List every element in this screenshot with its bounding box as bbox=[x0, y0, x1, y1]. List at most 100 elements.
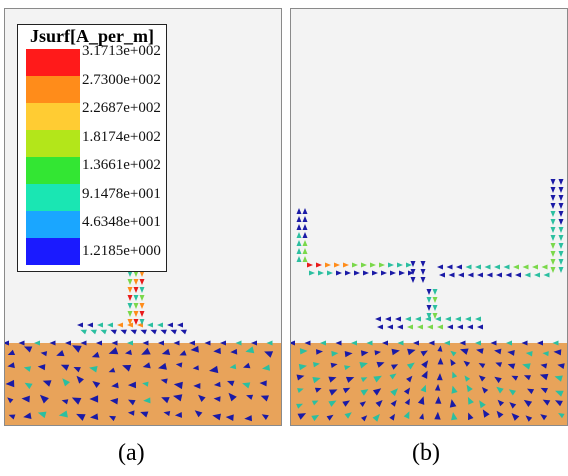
current-arrow bbox=[77, 322, 83, 328]
current-arrow bbox=[143, 397, 151, 404]
legend-color-bar bbox=[26, 49, 80, 265]
current-arrow bbox=[296, 374, 305, 381]
current-arrow bbox=[174, 412, 182, 418]
current-arrow bbox=[550, 179, 556, 185]
current-arrow bbox=[372, 413, 380, 422]
current-arrow bbox=[147, 322, 153, 328]
current-arrow bbox=[452, 371, 458, 379]
current-arrow bbox=[71, 397, 82, 405]
current-arrow bbox=[550, 211, 556, 217]
current-arrow bbox=[58, 410, 68, 418]
current-arrow bbox=[420, 350, 428, 357]
current-arrow bbox=[465, 316, 471, 322]
current-arrow bbox=[96, 340, 102, 346]
current-arrow bbox=[161, 348, 171, 355]
current-arrow bbox=[343, 262, 349, 268]
legend-swatch bbox=[26, 130, 80, 157]
current-arrow bbox=[525, 351, 533, 357]
current-field-plot-b bbox=[291, 179, 567, 425]
current-arrow bbox=[314, 387, 322, 393]
current-arrow bbox=[515, 272, 521, 278]
current-arrow bbox=[375, 316, 381, 322]
current-arrow bbox=[558, 211, 564, 217]
current-arrow bbox=[413, 340, 419, 346]
current-arrow bbox=[311, 400, 319, 406]
current-arrow bbox=[261, 414, 269, 420]
current-arrow bbox=[212, 413, 221, 421]
current-arrow bbox=[521, 340, 528, 346]
current-arrow bbox=[437, 264, 443, 270]
current-arrow bbox=[558, 243, 564, 249]
current-arrow bbox=[335, 340, 342, 346]
current-arrow bbox=[179, 350, 187, 356]
legend-tick-label: 1.2185e+000 bbox=[82, 242, 161, 259]
current-arrow bbox=[80, 340, 87, 346]
panel-b bbox=[290, 8, 568, 426]
current-arrow bbox=[405, 316, 411, 322]
current-arrow bbox=[127, 319, 133, 325]
current-arrow bbox=[464, 375, 471, 382]
current-arrow bbox=[228, 392, 237, 402]
current-arrow bbox=[408, 270, 414, 276]
current-arrow bbox=[558, 259, 564, 265]
current-arrow bbox=[467, 396, 474, 405]
current-arrow bbox=[391, 348, 400, 356]
current-arrow bbox=[320, 340, 326, 346]
current-arrow bbox=[558, 179, 564, 185]
current-arrow bbox=[445, 316, 451, 322]
current-arrow bbox=[410, 269, 416, 275]
current-arrow bbox=[42, 380, 52, 387]
current-arrow bbox=[540, 414, 548, 421]
current-arrow bbox=[495, 362, 503, 368]
current-arrow bbox=[299, 348, 308, 355]
current-arrow bbox=[312, 377, 321, 384]
current-arrow bbox=[170, 329, 177, 335]
current-arrow bbox=[550, 195, 556, 201]
current-arrow bbox=[460, 348, 469, 355]
current-arrow bbox=[97, 322, 103, 328]
current-arrow bbox=[142, 340, 149, 346]
current-arrow bbox=[360, 350, 369, 357]
current-arrow bbox=[366, 340, 373, 346]
current-arrow bbox=[194, 410, 203, 418]
current-arrow bbox=[296, 240, 302, 246]
current-arrow bbox=[360, 377, 368, 383]
current-arrow bbox=[73, 367, 81, 373]
current-arrow bbox=[331, 350, 339, 357]
current-arrow bbox=[523, 375, 531, 381]
current-arrow bbox=[307, 262, 313, 268]
current-arrow bbox=[302, 224, 308, 230]
current-arrow bbox=[439, 272, 445, 278]
current-arrow bbox=[139, 279, 145, 285]
legend-tick-label: 3.1713e+002 bbox=[82, 43, 161, 59]
current-arrow bbox=[420, 261, 426, 267]
current-arrow bbox=[388, 262, 394, 268]
current-arrow bbox=[198, 394, 206, 402]
current-arrow bbox=[456, 264, 462, 270]
current-arrow bbox=[522, 363, 531, 370]
current-arrow bbox=[432, 305, 438, 311]
current-arrow bbox=[213, 347, 221, 355]
current-arrow bbox=[325, 262, 331, 268]
current-arrow bbox=[125, 349, 132, 355]
current-arrow bbox=[117, 322, 123, 328]
current-arrow bbox=[434, 384, 441, 391]
current-arrow bbox=[139, 287, 145, 293]
current-arrow bbox=[34, 340, 40, 346]
current-arrow bbox=[525, 415, 533, 422]
current-arrow bbox=[558, 203, 564, 209]
current-arrow bbox=[23, 366, 32, 372]
current-arrow bbox=[496, 410, 504, 419]
current-arrow bbox=[110, 329, 117, 335]
current-arrow bbox=[523, 399, 533, 407]
current-arrow bbox=[133, 311, 139, 317]
current-arrow bbox=[417, 324, 423, 330]
current-arrow bbox=[479, 400, 486, 409]
current-arrow bbox=[451, 385, 458, 394]
current-arrow bbox=[434, 411, 441, 420]
legend-tick-label: 2.7300e+002 bbox=[82, 71, 161, 88]
current-arrow bbox=[509, 402, 517, 409]
current-arrow bbox=[342, 387, 351, 394]
current-arrow bbox=[107, 322, 113, 328]
current-arrow bbox=[505, 272, 512, 278]
